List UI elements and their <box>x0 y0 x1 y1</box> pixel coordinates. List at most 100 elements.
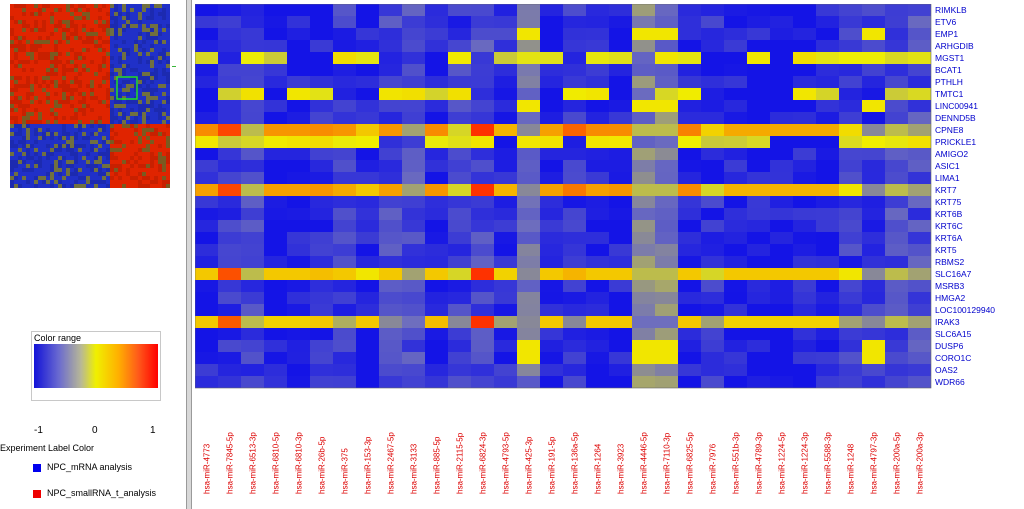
heatmap-cell[interactable] <box>494 40 517 52</box>
heatmap-cell[interactable] <box>471 64 494 76</box>
heatmap-cell[interactable] <box>241 16 264 28</box>
heatmap-cell[interactable] <box>425 64 448 76</box>
heatmap-cell[interactable] <box>908 304 931 316</box>
heatmap-cell[interactable] <box>494 172 517 184</box>
heatmap-cell[interactable] <box>747 112 770 124</box>
heatmap-cell[interactable] <box>517 64 540 76</box>
heatmap-cell[interactable] <box>195 136 218 148</box>
heatmap-cell[interactable] <box>494 112 517 124</box>
heatmap-cell[interactable] <box>586 208 609 220</box>
heatmap-cell[interactable] <box>517 136 540 148</box>
heatmap-cell[interactable] <box>241 232 264 244</box>
heatmap-cell[interactable] <box>609 88 632 100</box>
column-label[interactable]: hsa-miR-136a-5p <box>571 432 580 494</box>
heatmap-cell[interactable] <box>862 220 885 232</box>
heatmap-cell[interactable] <box>517 244 540 256</box>
heatmap-cell[interactable] <box>701 136 724 148</box>
heatmap-cell[interactable] <box>908 292 931 304</box>
heatmap-cell[interactable] <box>563 220 586 232</box>
heatmap-cell[interactable] <box>448 196 471 208</box>
heatmap-cell[interactable] <box>563 316 586 328</box>
heatmap-cell[interactable] <box>540 352 563 364</box>
heatmap-cell[interactable] <box>678 280 701 292</box>
heatmap-cell[interactable] <box>839 100 862 112</box>
column-label[interactable]: hsa-miR-7110-3p <box>663 432 672 494</box>
heatmap-cell[interactable] <box>724 208 747 220</box>
heatmap-cell[interactable] <box>218 220 241 232</box>
heatmap-cell[interactable] <box>517 112 540 124</box>
heatmap-cell[interactable] <box>632 76 655 88</box>
heatmap-cell[interactable] <box>356 172 379 184</box>
row-label[interactable]: MSRB3 <box>935 281 965 291</box>
heatmap-cell[interactable] <box>724 124 747 136</box>
heatmap-cell[interactable] <box>885 88 908 100</box>
heatmap-cell[interactable] <box>264 64 287 76</box>
heatmap-cell[interactable] <box>747 172 770 184</box>
heatmap-cell[interactable] <box>379 364 402 376</box>
heatmap-cell[interactable] <box>264 340 287 352</box>
heatmap-cell[interactable] <box>632 160 655 172</box>
heatmap-cell[interactable] <box>425 340 448 352</box>
heatmap-cell[interactable] <box>816 124 839 136</box>
heatmap-cell[interactable] <box>586 352 609 364</box>
heatmap-cell[interactable] <box>816 352 839 364</box>
heatmap-cell[interactable] <box>747 124 770 136</box>
heatmap-cell[interactable] <box>425 304 448 316</box>
heatmap-cell[interactable] <box>632 292 655 304</box>
heatmap-cell[interactable] <box>632 244 655 256</box>
heatmap-cell[interactable] <box>517 4 540 16</box>
heatmap-cell[interactable] <box>885 208 908 220</box>
heatmap-cell[interactable] <box>402 208 425 220</box>
heatmap-cell[interactable] <box>356 376 379 388</box>
heatmap-cell[interactable] <box>540 52 563 64</box>
heatmap-cell[interactable] <box>287 100 310 112</box>
column-label[interactable]: hsa-miR-4773 <box>203 443 212 494</box>
heatmap-cell[interactable] <box>379 88 402 100</box>
row-label[interactable]: DENND5B <box>935 113 976 123</box>
row-label[interactable]: EMP1 <box>935 29 958 39</box>
heatmap-cell[interactable] <box>517 316 540 328</box>
heatmap-cell[interactable] <box>609 208 632 220</box>
heatmap-cell[interactable] <box>563 280 586 292</box>
heatmap-cell[interactable] <box>287 112 310 124</box>
heatmap-cell[interactable] <box>517 52 540 64</box>
heatmap-cell[interactable] <box>816 316 839 328</box>
heatmap-cell[interactable] <box>218 124 241 136</box>
heatmap-cell[interactable] <box>333 208 356 220</box>
heatmap-cell[interactable] <box>770 124 793 136</box>
row-label[interactable]: PTHLH <box>935 77 963 87</box>
heatmap-cell[interactable] <box>632 328 655 340</box>
heatmap-cell[interactable] <box>264 244 287 256</box>
heatmap-cell[interactable] <box>678 172 701 184</box>
heatmap-cell[interactable] <box>586 256 609 268</box>
heatmap-cell[interactable] <box>494 124 517 136</box>
heatmap-cell[interactable] <box>195 88 218 100</box>
heatmap-cell[interactable] <box>770 52 793 64</box>
heatmap-cell[interactable] <box>402 352 425 364</box>
heatmap-cell[interactable] <box>563 100 586 112</box>
heatmap-cell[interactable] <box>655 160 678 172</box>
heatmap-cell[interactable] <box>816 208 839 220</box>
heatmap-cell[interactable] <box>770 16 793 28</box>
heatmap-cell[interactable] <box>632 100 655 112</box>
column-label[interactable]: hsa-miR-4797-3p <box>870 432 879 494</box>
heatmap-cell[interactable] <box>287 16 310 28</box>
heatmap-cell[interactable] <box>356 4 379 16</box>
heatmap-cell[interactable] <box>241 64 264 76</box>
heatmap-cell[interactable] <box>701 364 724 376</box>
heatmap-cell[interactable] <box>287 52 310 64</box>
heatmap-cell[interactable] <box>839 328 862 340</box>
heatmap-cell[interactable] <box>816 280 839 292</box>
heatmap-cell[interactable] <box>218 100 241 112</box>
heatmap-cell[interactable] <box>632 232 655 244</box>
heatmap-cell[interactable] <box>471 88 494 100</box>
heatmap-cell[interactable] <box>195 124 218 136</box>
heatmap-cell[interactable] <box>448 376 471 388</box>
heatmap-cell[interactable] <box>425 16 448 28</box>
column-label[interactable]: hsa-miR-3133 <box>410 443 419 494</box>
heatmap-cell[interactable] <box>402 160 425 172</box>
heatmap-cell[interactable] <box>678 340 701 352</box>
heatmap-cell[interactable] <box>770 220 793 232</box>
heatmap-cell[interactable] <box>264 124 287 136</box>
heatmap-cell[interactable] <box>701 64 724 76</box>
